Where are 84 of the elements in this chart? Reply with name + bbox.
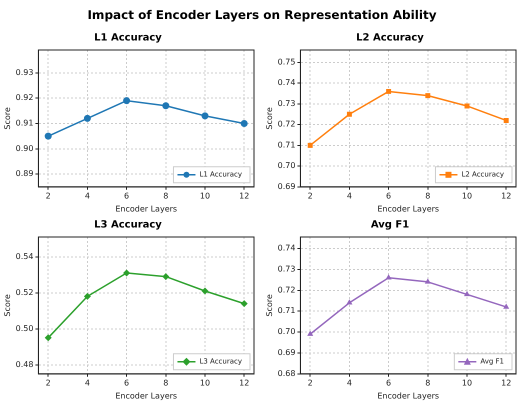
- point: [202, 112, 209, 120]
- y-axis-title: Score: [264, 294, 274, 317]
- point: [308, 142, 313, 148]
- x-tick-label: 4: [346, 192, 352, 201]
- x-tick-label: 4: [84, 378, 90, 388]
- point: [386, 88, 392, 94]
- x-axis-title: Encoder Layers: [115, 204, 178, 214]
- y-tick-label: 0.72: [278, 120, 296, 129]
- chart-title: L2 Accuracy: [356, 32, 424, 44]
- y-tick-label: 0.70: [278, 327, 296, 336]
- x-tick-label: 10: [200, 378, 210, 388]
- chart-title: L1 Accuracy: [94, 32, 162, 44]
- y-tick-label: 0.93: [16, 68, 34, 77]
- x-tick-label: 6: [124, 192, 130, 201]
- y-tick-label: 0.69: [278, 348, 296, 357]
- y-axis-title: Score: [264, 107, 274, 130]
- point: [162, 273, 170, 280]
- y-tick-label: 0.50: [16, 324, 34, 333]
- point: [84, 292, 91, 300]
- point: [346, 112, 352, 117]
- point: [202, 288, 209, 294]
- x-tick-label: 2: [46, 192, 51, 201]
- x-tick-label: 6: [386, 192, 392, 201]
- point: [504, 118, 509, 123]
- y-tick-label: 0.74: [278, 78, 296, 88]
- y-tick-label: 0.75: [278, 58, 296, 67]
- x-axis-title: Encoder Layers: [377, 204, 440, 214]
- point: [346, 299, 352, 305]
- y-tick-label: 0.52: [16, 288, 34, 297]
- y-tick-label: 0.74: [278, 244, 296, 253]
- point: [307, 330, 314, 336]
- point: [386, 274, 392, 280]
- point: [44, 132, 52, 140]
- point: [425, 93, 430, 98]
- x-axis-title: Encoder Layers: [377, 391, 440, 400]
- x-tick-label: 10: [200, 192, 210, 201]
- x-tick-label: 8: [163, 192, 168, 201]
- y-tick-label: 0.48: [16, 360, 34, 369]
- x-tick-label: 2: [308, 378, 313, 388]
- x-tick-label: 2: [46, 378, 51, 388]
- x-tick-label: 4: [346, 378, 352, 388]
- point: [240, 300, 248, 308]
- y-tick-label: 0.69: [278, 182, 296, 191]
- y-axis-title: Score: [2, 294, 12, 317]
- x-tick-label: 6: [386, 378, 392, 388]
- point: [44, 334, 52, 342]
- point: [240, 120, 248, 127]
- x-tick-label: 12: [239, 192, 250, 201]
- y-tick-label: 0.54: [16, 252, 34, 261]
- y-tick-label: 0.90: [16, 144, 34, 153]
- y-tick-label: 0.70: [278, 161, 296, 170]
- chart-title: L3 Accuracy: [94, 220, 162, 231]
- x-tick-label: 4: [84, 192, 90, 201]
- point: [464, 103, 470, 108]
- point: [162, 102, 170, 110]
- y-tick-label: 0.68: [278, 368, 296, 378]
- x-tick-label: 8: [425, 192, 430, 201]
- chart-title: Avg F1: [370, 220, 410, 231]
- y-axis-title: Score: [2, 107, 12, 130]
- y-tick-label: 0.91: [16, 118, 34, 128]
- x-tick-label: 6: [124, 378, 130, 388]
- y-tick-label: 0.89: [16, 169, 34, 178]
- y-tick-label: 0.71: [278, 306, 296, 316]
- x-tick-label: 12: [239, 378, 250, 388]
- x-tick-label: 12: [501, 192, 512, 201]
- point: [84, 114, 91, 122]
- text: Impact of Encoder Layers on Representation Ability: [86, 7, 438, 24]
- y-tick-label: 0.73: [278, 98, 296, 108]
- point: [464, 290, 470, 296]
- point: [123, 97, 130, 104]
- y-tick-label: 0.71: [278, 140, 296, 150]
- x-tick-label: 10: [462, 378, 472, 388]
- point: [424, 278, 431, 284]
- x-tick-label: 12: [501, 378, 512, 388]
- x-axis-title: Encoder Layers: [115, 391, 178, 400]
- point: [503, 303, 510, 309]
- point: [123, 270, 130, 276]
- y-tick-label: 0.72: [278, 285, 296, 294]
- x-tick-label: 2: [308, 192, 313, 201]
- y-tick-label: 0.73: [278, 264, 296, 274]
- x-tick-label: 8: [163, 378, 168, 388]
- x-tick-label: 8: [425, 378, 430, 388]
- y-tick-label: 0.92: [16, 93, 34, 102]
- x-tick-label: 10: [462, 192, 472, 201]
